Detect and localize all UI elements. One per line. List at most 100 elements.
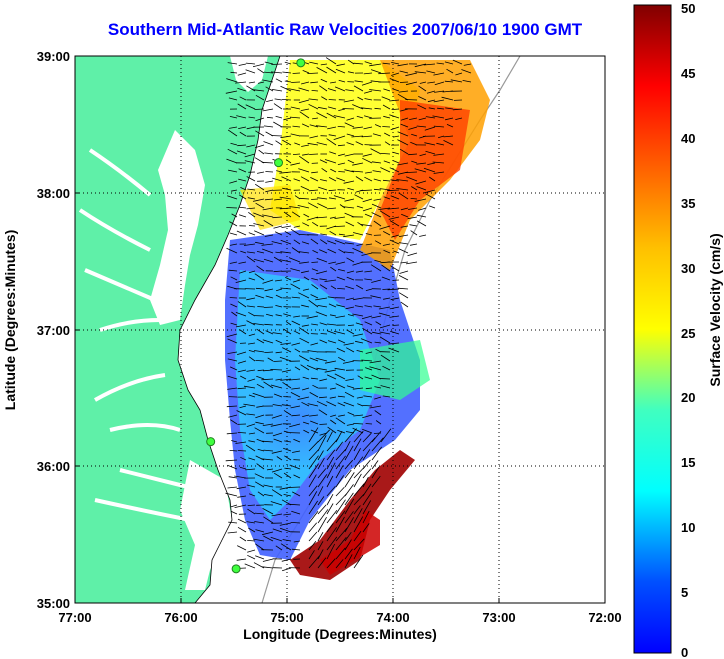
velocity-arrow [244,153,256,158]
velocity-arrow [285,277,292,281]
colorbar-tick: 10 [681,520,695,535]
velocity-arrow [311,278,319,281]
velocity-arrow [354,80,364,83]
velocity-arrow [317,541,324,551]
velocity-arrow [301,270,310,274]
velocity-arrow [405,81,418,86]
velocity-arrow [317,557,327,569]
velocity-arrow [315,357,328,362]
velocity-arrow [236,150,247,155]
velocity-arrow [416,162,427,165]
velocity-arrow [427,162,436,165]
velocity-arrow [275,314,283,317]
velocity-arrow [330,285,337,290]
velocity-arrow [270,423,283,427]
lat-tick: 36:00 [37,459,70,474]
velocity-arrow [316,257,328,263]
velocity-arrow [248,225,256,227]
velocity-arrow [298,87,310,92]
velocity-arrow [333,135,346,140]
velocity-arrow [293,540,301,543]
velocity-arrow [339,204,346,209]
velocity-arrow [288,88,301,92]
velocity-arrow [361,135,373,138]
velocity-arrow [311,268,319,272]
velocity-arrow [291,548,301,551]
velocity-arrow [248,270,256,274]
velocity-arrow [463,63,472,66]
velocity-arrow [236,410,247,416]
velocity-arrow [238,126,247,129]
velocity-arrow [309,135,319,139]
velocity-arrow [308,449,319,461]
velocity-arrow [227,62,238,65]
velocity-arrow [229,450,238,452]
velocity-arrow [283,211,292,218]
velocity-arrow [410,230,418,236]
velocity-arrow [308,550,315,560]
velocity-arrow [299,261,310,264]
velocity-arrow [253,223,265,227]
velocity-arrow [365,351,373,354]
velocity-arrow [301,324,310,327]
velocity-arrow [346,276,355,281]
velocity-arrow [409,117,418,120]
velocity-arrow [275,545,283,551]
velocity-arrow [308,531,318,542]
velocity-arrow [344,122,355,128]
velocity-arrow [355,141,364,146]
velocity-arrow [308,299,319,308]
velocity-arrow [372,133,382,137]
velocity-arrow [274,279,283,282]
velocity-arrow [325,57,337,65]
velocity-arrow [293,239,301,245]
velocity-arrow [280,135,292,139]
velocity-arrow [327,248,337,254]
velocity-arrow [352,313,364,317]
velocity-arrow [356,115,364,119]
velocity-arrow [352,261,364,266]
velocity-arrow [309,392,319,398]
velocity-arrow [342,108,355,110]
velocity-arrow [226,333,238,338]
velocity-arrow [299,197,310,200]
velocity-arrow [317,532,324,542]
velocity-arrow [266,116,274,119]
velocity-arrow [253,323,265,326]
velocity-arrow [319,423,328,425]
velocity-arrow [306,216,319,221]
velocity-arrow [317,197,328,200]
velocity-arrow [298,292,310,299]
velocity-arrow [364,278,373,281]
velocity-arrow [308,510,319,524]
velocity-arrow [294,142,301,146]
velocity-arrow [245,444,256,452]
velocity-arrow [247,188,256,191]
velocity-arrow [229,243,238,246]
velocity-arrow [298,168,310,173]
velocity-arrow [338,356,346,362]
velocity-arrow [397,139,409,146]
velocity-arrow [238,63,247,66]
velocity-arrow [248,81,256,84]
velocity-arrow [379,225,391,230]
velocity-arrow [353,473,362,488]
velocity-arrow [328,99,337,101]
velocity-arrow [317,516,327,533]
velocity-arrow [237,369,247,373]
velocity-arrow [301,387,310,391]
velocity-arrow [228,169,238,173]
velocity-arrow [272,432,283,437]
velocity-arrow [236,486,247,490]
velocity-arrow [371,475,381,488]
velocity-arrow [365,387,373,390]
velocity-arrow [227,338,238,344]
velocity-arrow [312,250,319,254]
velocity-arrow [334,225,346,227]
velocity-arrow [380,153,391,155]
velocity-arrow [361,359,373,362]
velocity-arrow [338,153,346,157]
velocity-arrow [237,387,247,390]
velocity-arrow [254,183,265,191]
station-marker [206,437,216,447]
